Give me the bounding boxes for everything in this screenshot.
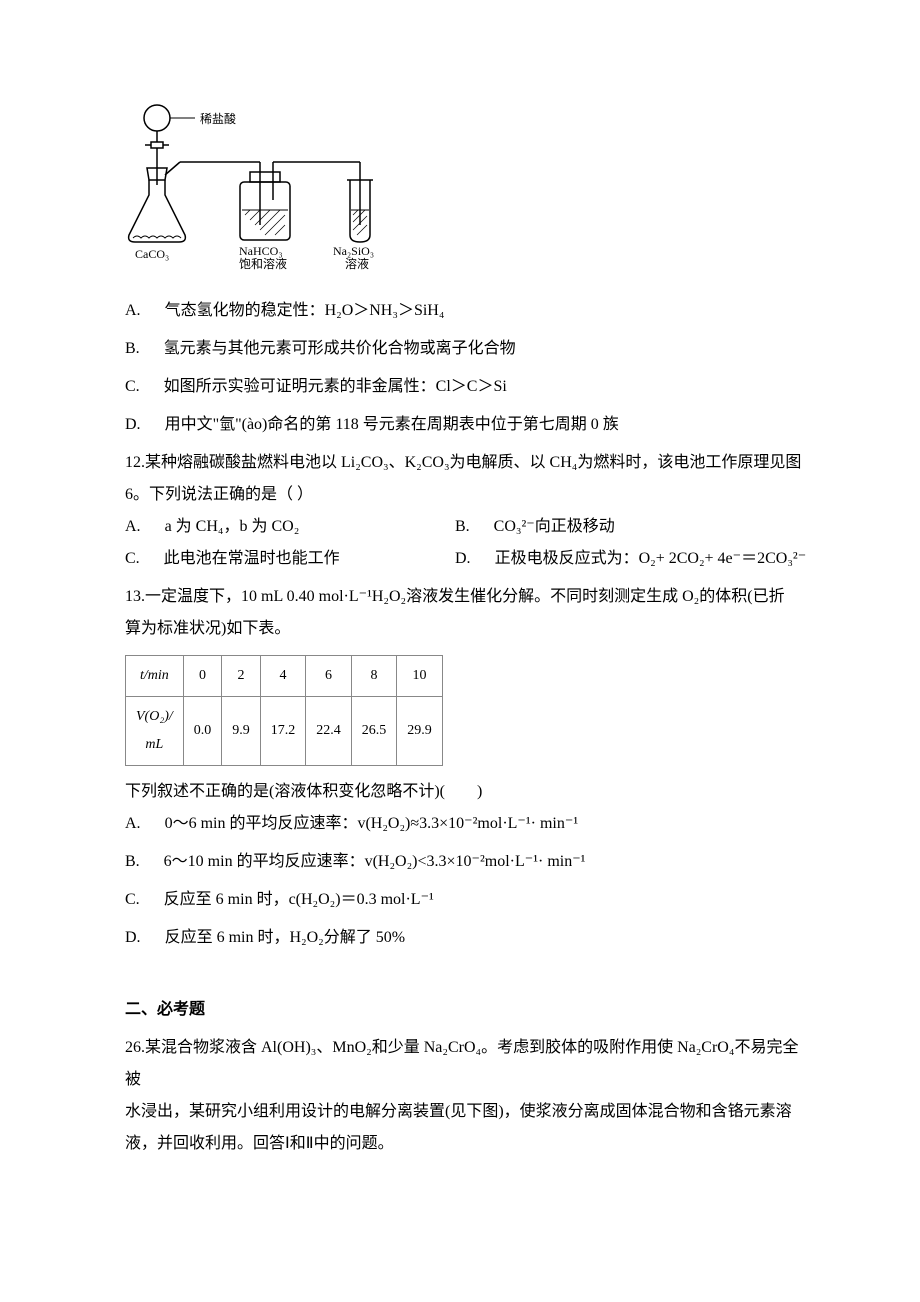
q12: 12.某种熔融碳酸盐燃料电池以 Li₂CO₃、K₂CO₃为电解质、以 CH₄为燃…: [125, 447, 810, 575]
q12-stem-2: 6。下列说法正确的是（ ）: [125, 479, 810, 511]
td-t1: 2: [222, 656, 261, 697]
section-2-header: 二、必考题: [125, 994, 810, 1026]
q12-a-label: A.: [125, 511, 165, 543]
q11-b-label: B.: [125, 333, 164, 365]
q13-a-label: A.: [125, 808, 165, 840]
td-v3: 22.4: [306, 697, 352, 766]
q13: 13.一定温度下，10 mL 0.40 mol·L⁻¹H₂O₂溶液发生催化分解。…: [125, 581, 810, 954]
q26-line-1: 26.某混合物浆液含 Al(OH)₃、MnO₂和少量 Na₂CrO₄。考虑到胶体…: [125, 1032, 810, 1096]
th-time: t/min: [126, 656, 184, 697]
td-v4: 26.5: [351, 697, 397, 766]
q11-a-label: A.: [125, 295, 165, 327]
td-t4: 8: [351, 656, 397, 697]
td-t5: 10: [397, 656, 443, 697]
q12-d-text: 正极电极反应式为：O₂+ 2CO₂+ 4e⁻＝2CO₃²⁻: [495, 550, 807, 567]
q11-b-text: 氢元素与其他元素可形成共价化合物或离子化合物: [164, 340, 516, 357]
q13-stem-1: 13.一定温度下，10 mL 0.40 mol·L⁻¹H₂O₂溶液发生催化分解。…: [125, 581, 810, 613]
q13-b-label: B.: [125, 846, 164, 878]
q13-stem-2: 算为标准状况)如下表。: [125, 613, 810, 645]
q11-d-label: D.: [125, 409, 165, 441]
q11-d-text: 用中文"氫"(ào)命名的第 118 号元素在周期表中位于第七周期 0 族: [165, 416, 619, 433]
td-v1: 9.9: [222, 697, 261, 766]
th-vol: V(O₂)/mL: [126, 697, 184, 766]
q26-line-3: 液，并回收利用。回答Ⅰ和Ⅱ中的问题。: [125, 1128, 810, 1160]
q13-mid: 下列叙述不正确的是(溶液体积变化忽略不计)( ): [125, 776, 810, 808]
td-v2: 17.2: [260, 697, 306, 766]
q13-a-text: 0～6 min 的平均反应速率：v(H₂O₂)≈3.3×10⁻²mol·L⁻¹·…: [165, 815, 579, 832]
q12-b-text: CO₃²⁻向正极移动: [494, 518, 615, 535]
q12-c-text: 此电池在常温时也能工作: [164, 550, 340, 567]
label-nahco3-1: NaHCO₃: [239, 244, 283, 258]
q13-b-text: 6～10 min 的平均反应速率：v(H₂O₂)<3.3×10⁻²mol·L⁻¹…: [164, 853, 586, 870]
q12-stem-1: 12.某种熔融碳酸盐燃料电池以 Li₂CO₃、K₂CO₃为电解质、以 CH₄为燃…: [125, 447, 810, 479]
q13-table: t/min 0 2 4 6 8 10 V(O₂)/mL 0.0 9.9 17.2…: [125, 655, 443, 766]
label-caco3: CaCO₃: [135, 247, 169, 261]
q12-d-label: D.: [455, 543, 495, 575]
td-v0: 0.0: [183, 697, 222, 766]
label-nahco3-2: 饱和溶液: [239, 256, 287, 271]
q13-c-label: C.: [125, 884, 164, 916]
label-hcl: 稀盐酸: [200, 111, 236, 126]
label-na2sio3-1: Na₂SiO₃: [333, 244, 374, 258]
td-t3: 6: [306, 656, 352, 697]
td-t2: 4: [260, 656, 306, 697]
q11-options: A.气态氢化物的稳定性：H₂O＞NH₃＞SiH₄ B.氢元素与其他元素可形成共价…: [125, 295, 810, 441]
td-v5: 29.9: [397, 697, 443, 766]
q12-a-text: a 为 CH₄，b 为 CO₂: [165, 518, 300, 535]
q13-c-text: 反应至 6 min 时，c(H₂O₂)＝0.3 mol·L⁻¹: [164, 891, 434, 908]
label-na2sio3-2: 溶液: [345, 256, 369, 271]
q13-d-text: 反应至 6 min 时，H₂O₂分解了 50%: [165, 929, 406, 946]
q12-c-label: C.: [125, 543, 164, 575]
q26: 26.某混合物浆液含 Al(OH)₃、MnO₂和少量 Na₂CrO₄。考虑到胶体…: [125, 1032, 810, 1160]
apparatus-diagram: 稀盐酸 CaCO₃ NaHCO₃ 饱和溶液: [115, 100, 810, 275]
td-t0: 0: [183, 656, 222, 697]
q11-c-label: C.: [125, 371, 164, 403]
q26-line-2: 水浸出，某研究小组利用设计的电解分离装置(见下图)，使浆液分离成固体混合物和含铬…: [125, 1096, 810, 1128]
q13-d-label: D.: [125, 922, 165, 954]
q11-c-text: 如图所示实验可证明元素的非金属性：Cl＞C＞Si: [164, 378, 507, 395]
q12-b-label: B.: [455, 511, 494, 543]
q11-a-text: 气态氢化物的稳定性：H₂O＞NH₃＞SiH₄: [165, 302, 445, 319]
